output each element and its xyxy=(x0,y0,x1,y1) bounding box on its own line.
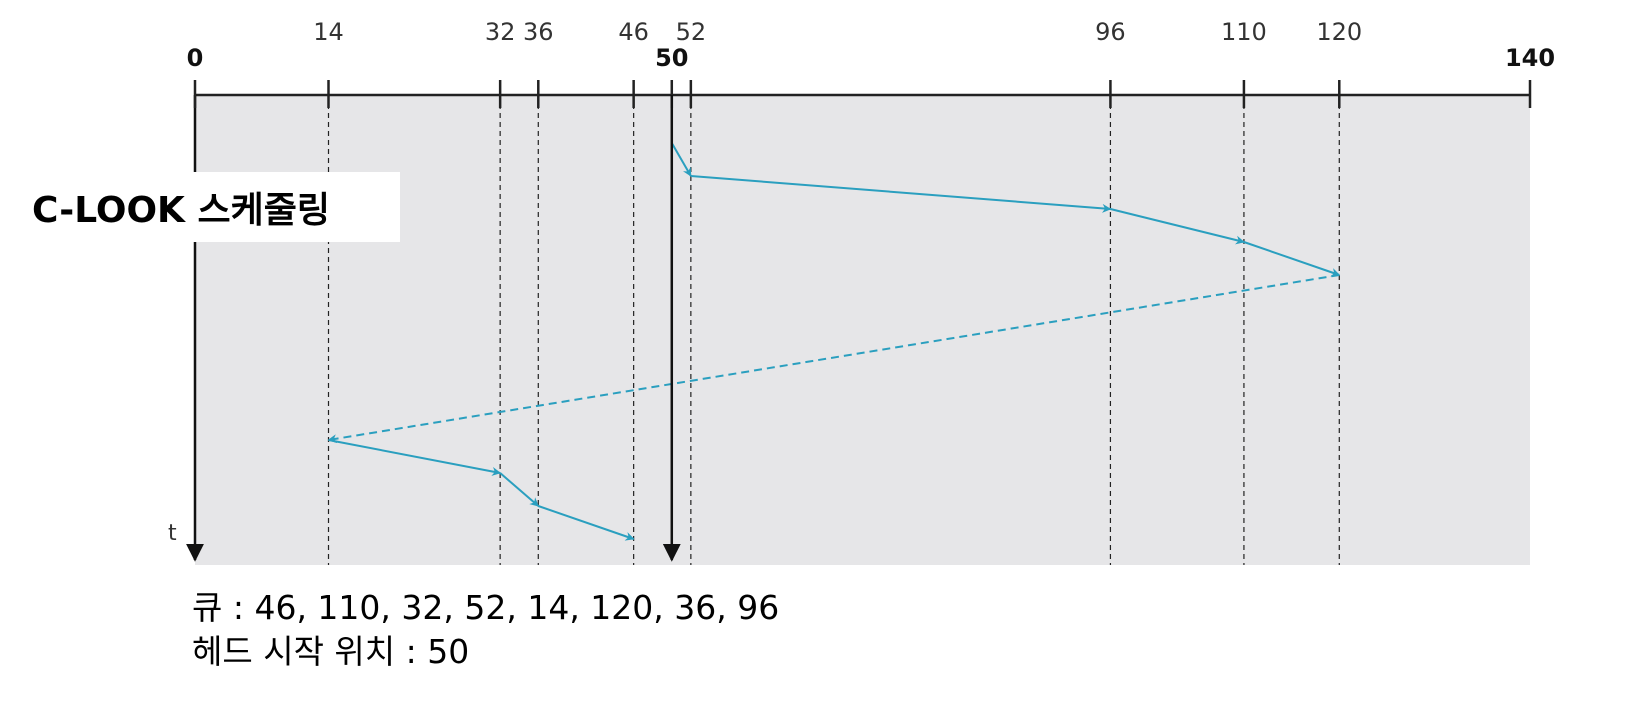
return-seek xyxy=(327,274,1340,444)
head-seek xyxy=(1110,208,1245,245)
tick-label: 36 xyxy=(523,18,554,46)
background-panel xyxy=(195,95,1530,565)
title-box xyxy=(20,172,400,242)
head-seek xyxy=(690,175,1112,213)
tick-label: 52 xyxy=(676,18,707,46)
tick-label: 50 xyxy=(655,44,688,72)
head-seek xyxy=(1243,241,1341,277)
tick-label: 96 xyxy=(1095,18,1126,46)
time-label: t xyxy=(168,521,177,546)
tick-label: 120 xyxy=(1316,18,1362,46)
tick-label: 14 xyxy=(313,18,344,46)
tick-label: 140 xyxy=(1505,44,1555,72)
tick-label: 0 xyxy=(187,44,204,72)
tick-label: 46 xyxy=(618,18,649,46)
tick-label: 32 xyxy=(485,18,516,46)
head-seek xyxy=(537,505,635,541)
head-seek xyxy=(670,142,692,177)
queue-text: 큐 : 46, 110, 32, 52, 14, 120, 36, 96 xyxy=(192,588,779,627)
tick-label: 110 xyxy=(1221,18,1267,46)
head-start-text: 헤드 시작 위치 : 50 xyxy=(192,632,469,671)
head-seek xyxy=(328,439,502,476)
title: C-LOOK 스케줄링 xyxy=(32,190,330,231)
head-seek xyxy=(499,472,539,507)
